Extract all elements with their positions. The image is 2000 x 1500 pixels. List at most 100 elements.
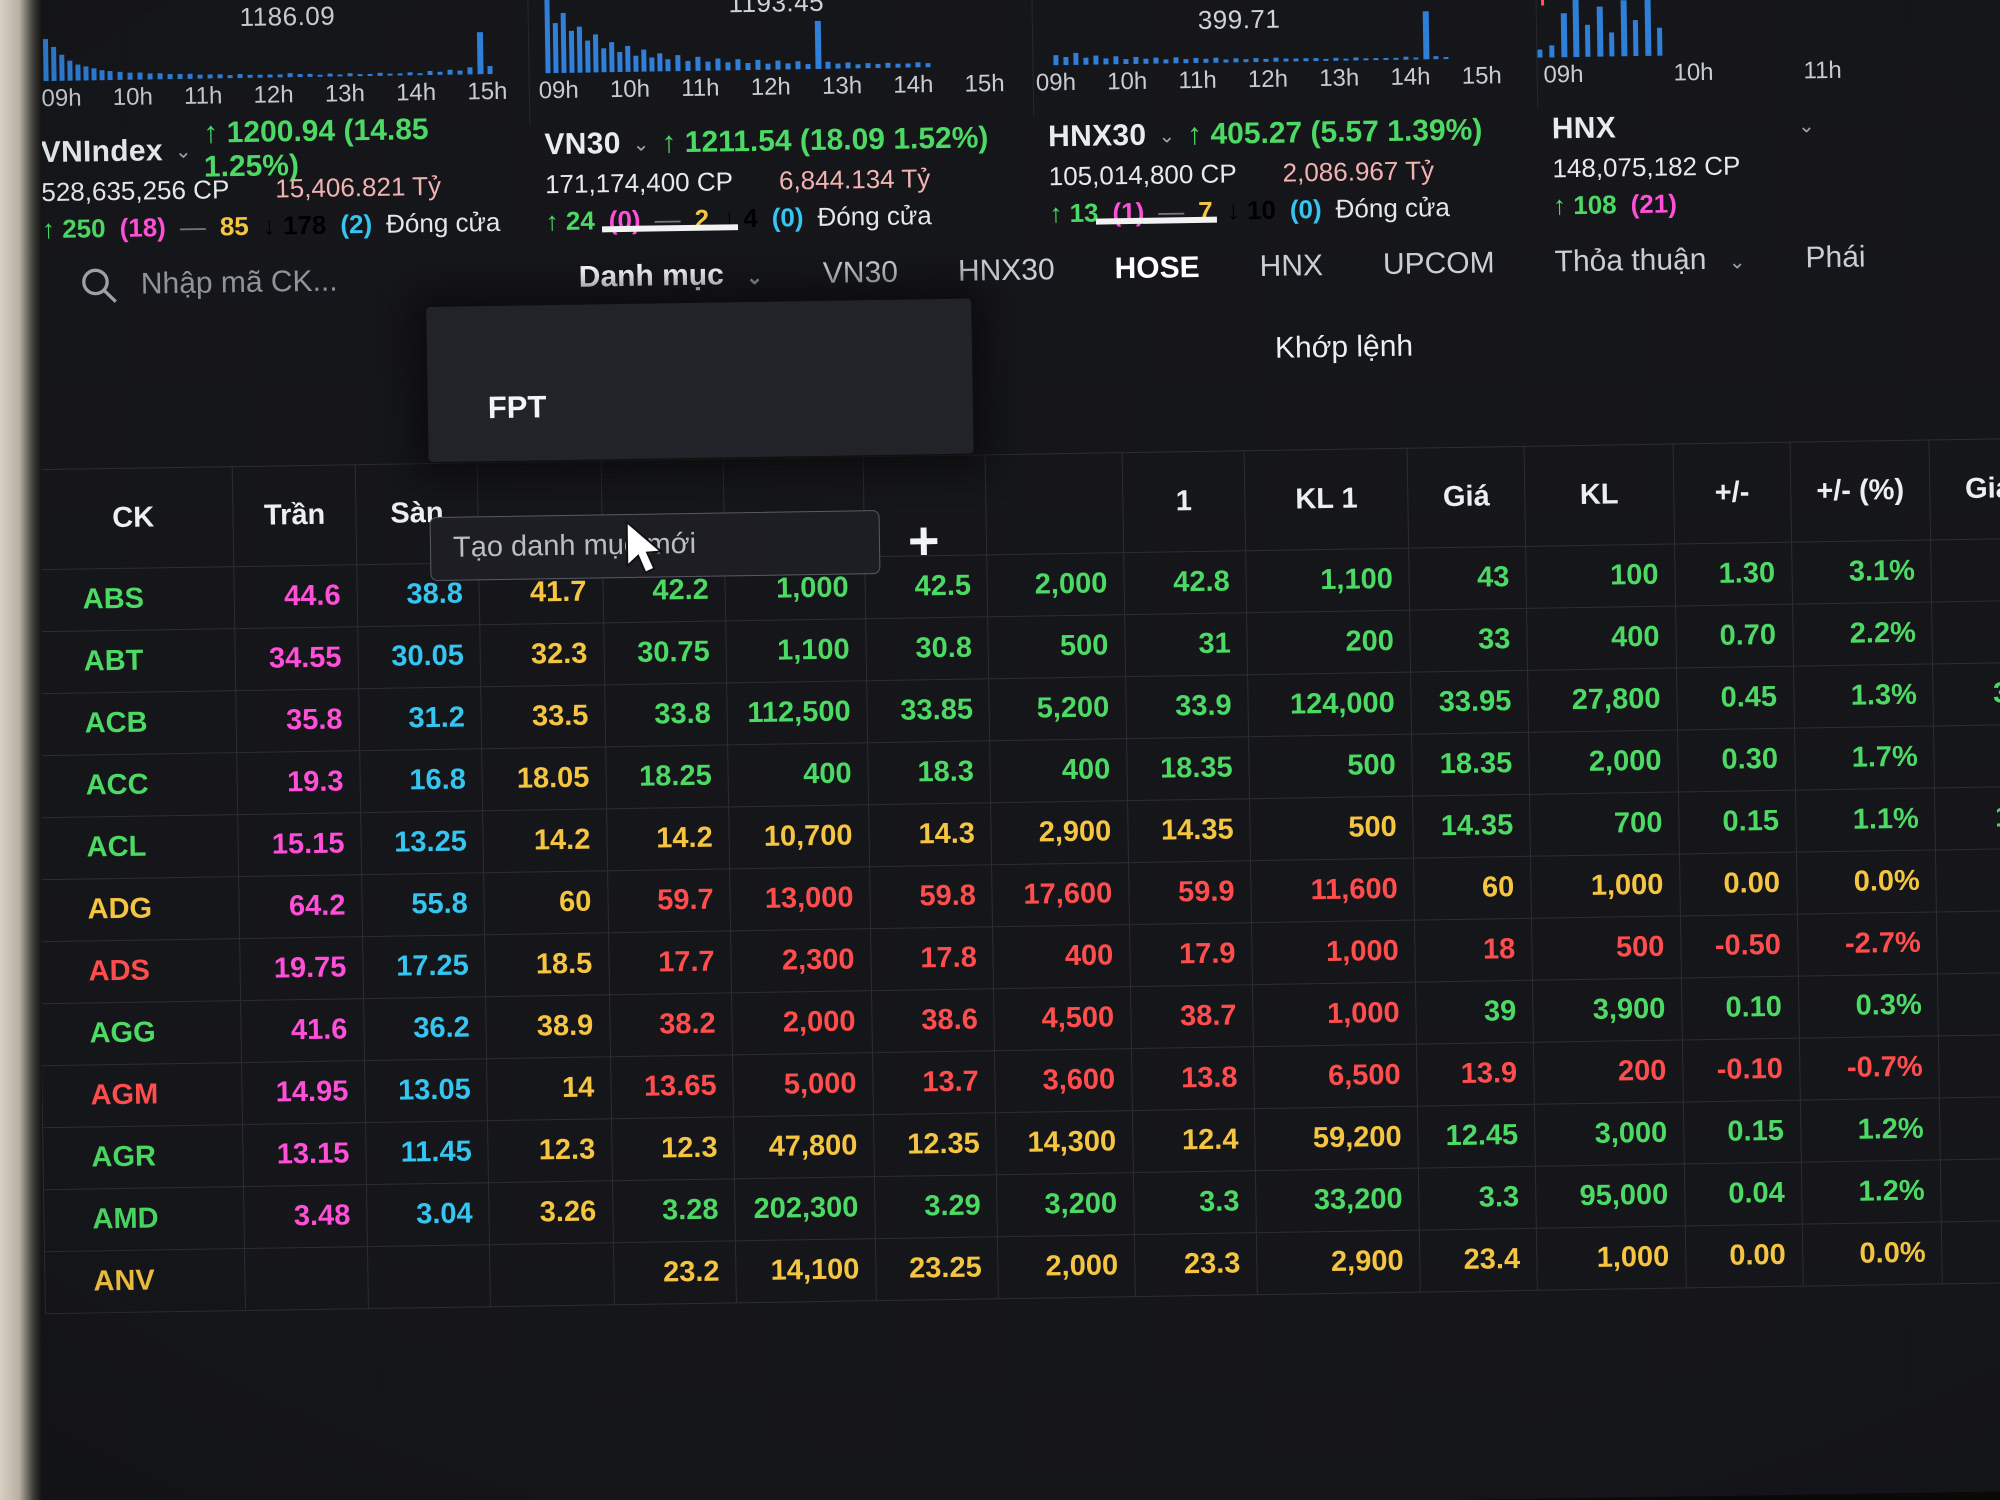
ceiling-count-vnindex: (18) xyxy=(119,212,167,243)
tab-hose[interactable]: HOSE xyxy=(1084,250,1230,286)
col-change[interactable]: +/- xyxy=(1672,442,1792,545)
cell-bid2-price: 13.7 xyxy=(872,1050,996,1115)
chart-vnindex[interactable]: 1186.09 xyxy=(23,0,531,133)
popover-symbol-fpt[interactable]: FPT xyxy=(487,389,547,426)
cell-change-pct: 1.3% xyxy=(1793,663,1934,729)
cell-bid1-price: 23.3 xyxy=(1134,1232,1258,1297)
cell-ceiling: 41.6 xyxy=(241,998,365,1063)
index-block-hnx30[interactable]: HNX30 ⌄ ↑ 405.27 (5.57 1.39%) 105,014,80… xyxy=(1034,106,1539,229)
cell-bid3-vol: 202,300 xyxy=(734,1176,876,1241)
group-header-khop-lenh: Khớp lệnh xyxy=(1274,329,1414,365)
cell-change: 0.00 xyxy=(1685,1224,1803,1288)
col-gia-khop[interactable]: Giá xyxy=(1407,446,1526,549)
tick3-15h: 15h xyxy=(1461,62,1502,90)
index-name-hnx30: HNX30 xyxy=(1047,118,1147,154)
cell-reference: 3.26 xyxy=(488,1180,614,1245)
search-input[interactable]: Nhập mã CK... xyxy=(29,258,550,306)
cell-floor: 30.05 xyxy=(357,624,481,689)
cell-symbol: ABS xyxy=(33,566,236,632)
cell-match-price: 33.95 xyxy=(1410,670,1529,735)
tab-upcom[interactable]: UPCOM xyxy=(1382,246,1495,282)
cell-reference: 18.5 xyxy=(484,932,610,997)
cell-ceiling: 44.6 xyxy=(234,564,358,629)
cell-floor xyxy=(367,1244,491,1309)
stock-table-container: Khớp lệnh CK Trần Sàn xyxy=(30,298,2000,1480)
cell-bid3-price: 12.3 xyxy=(611,1116,735,1181)
cell-bid3-price: 14.2 xyxy=(606,806,730,871)
navigation-bar: Nhập mã CK... Danh mục ⌄ VN30 HNX30 HOSE… xyxy=(28,214,2000,328)
cell-match-vol: 27,800 xyxy=(1527,668,1678,733)
cell-bid1-vol: 11,600 xyxy=(1250,858,1415,923)
cell-bid2-price: 30.8 xyxy=(865,616,989,681)
cell-change-pct: -0.7% xyxy=(1798,1035,1940,1101)
cell-bid3-price: 3.28 xyxy=(612,1178,736,1243)
tab-danh-muc[interactable]: Danh mục ⌄ xyxy=(549,257,794,295)
add-portfolio-button[interactable]: + xyxy=(907,510,940,572)
chevron-down-icon[interactable]: ⌄ xyxy=(1797,114,1815,138)
cell-bid2-price: 33.85 xyxy=(866,678,990,743)
chevron-down-icon[interactable]: ⌄ xyxy=(632,133,650,156)
col-kl1[interactable]: KL 1 xyxy=(1244,448,1409,551)
tick4-10h: 10h xyxy=(1673,58,1714,87)
ceiling-count-hnx: (21) xyxy=(1630,188,1678,220)
cell-bid1-vol: 33,200 xyxy=(1255,1168,1420,1233)
cell-bid1-vol: 500 xyxy=(1249,796,1414,861)
cell-extra-price: 2 xyxy=(1941,1220,2000,1284)
col-change-pct[interactable]: +/- (%) xyxy=(1789,440,1931,543)
cell-bid2-price: 18.3 xyxy=(867,740,991,805)
index-block-vn30[interactable]: VN30 ⌄ ↑ 1211.54 (18.09 1.52%) 171,174,4… xyxy=(530,114,1035,237)
chevron-down-icon[interactable]: ⌄ xyxy=(1728,251,1746,274)
index-block-vnindex[interactable]: VNIndex ⌄ ↑ 1200.94 (14.85 1.25%) 528,63… xyxy=(26,113,531,244)
tab-thoa-thuan[interactable]: Thỏa thuận ⌄ xyxy=(1524,242,1775,280)
cell-floor: 3.04 xyxy=(366,1182,490,1247)
cell-match-price: 18.35 xyxy=(1411,732,1530,797)
cell-change: 0.45 xyxy=(1676,666,1795,730)
mouse-cursor-icon xyxy=(625,519,664,575)
cell-bid1-vol: 1,100 xyxy=(1245,548,1410,613)
cell-symbol: ACC xyxy=(36,752,239,818)
col-gia1[interactable]: 1 xyxy=(1121,450,1246,553)
cell-bid3-vol: 10,700 xyxy=(728,804,870,869)
cell-change: -0.50 xyxy=(1680,914,1798,978)
cell-symbol: ADS xyxy=(39,938,242,1004)
chevron-down-icon[interactable]: ⌄ xyxy=(746,266,764,290)
cell-bid1-price: 18.35 xyxy=(1126,736,1250,801)
tick2-10h: 10h xyxy=(609,75,651,104)
tab-phai-sinh[interactable]: Phái xyxy=(1805,240,1866,275)
cell-extra-price: 18 xyxy=(1933,724,2000,788)
cell-reference: 32.3 xyxy=(479,622,605,687)
cell-bid3-price: 33.8 xyxy=(604,682,728,747)
cell-bid1-vol: 1,000 xyxy=(1251,920,1416,985)
chevron-down-icon[interactable]: ⌄ xyxy=(1158,124,1176,148)
col-ck[interactable]: CK xyxy=(32,466,235,570)
cell-extra-price: 14. xyxy=(1934,786,2000,850)
cell-ceiling: 34.55 xyxy=(235,626,359,691)
cell-ceiling: 3.48 xyxy=(243,1184,368,1249)
chart-hnx[interactable]: 399.71 xyxy=(1031,0,1539,117)
index-value-vn30: ↑ 1211.54 (18.09 1.52%) xyxy=(661,121,989,160)
tab-vn30[interactable]: VN30 xyxy=(822,255,899,290)
tab-hnx[interactable]: HNX xyxy=(1259,249,1324,283)
col-kl-khop[interactable]: KL xyxy=(1523,444,1675,547)
cell-bid2-vol: 2,900 xyxy=(990,800,1129,865)
col-gia-last[interactable]: Giá xyxy=(1929,438,2000,540)
search-icon xyxy=(82,268,117,303)
col-tran[interactable]: Trần xyxy=(232,464,357,567)
cell-change: 0.30 xyxy=(1677,728,1795,792)
tab-hnx30[interactable]: HNX30 xyxy=(957,253,1055,288)
index-block-hnx[interactable]: HNX ⌄ 148,075,182 CP ↑ 108 (21) xyxy=(1537,98,2000,221)
index-value-hnx30: ↑ 405.27 (5.57 1.39%) xyxy=(1186,113,1483,152)
cell-change-pct: 3.1% xyxy=(1791,539,1932,605)
cell-ceiling: 15.15 xyxy=(238,812,362,877)
tab-thoa-thuan-label: Thỏa thuận xyxy=(1554,242,1707,279)
chart-vn30[interactable]: 1193.45 xyxy=(527,0,1035,125)
chevron-down-icon[interactable]: ⌄ xyxy=(174,140,192,163)
cell-change-pct: -2.7% xyxy=(1796,911,1938,977)
cell-bid3-vol: 5,000 xyxy=(732,1052,874,1117)
tick4-09h: 09h xyxy=(1543,60,1584,89)
cell-extra-price xyxy=(1936,910,2000,974)
cell-bid2-price: 23.25 xyxy=(875,1236,999,1301)
cell-bid2-vol: 400 xyxy=(992,924,1131,989)
chart-upcom[interactable] xyxy=(1536,0,2000,109)
market-tabs: Danh mục ⌄ VN30 HNX30 HOSE HNX UPCOM Thỏ… xyxy=(549,240,1896,295)
